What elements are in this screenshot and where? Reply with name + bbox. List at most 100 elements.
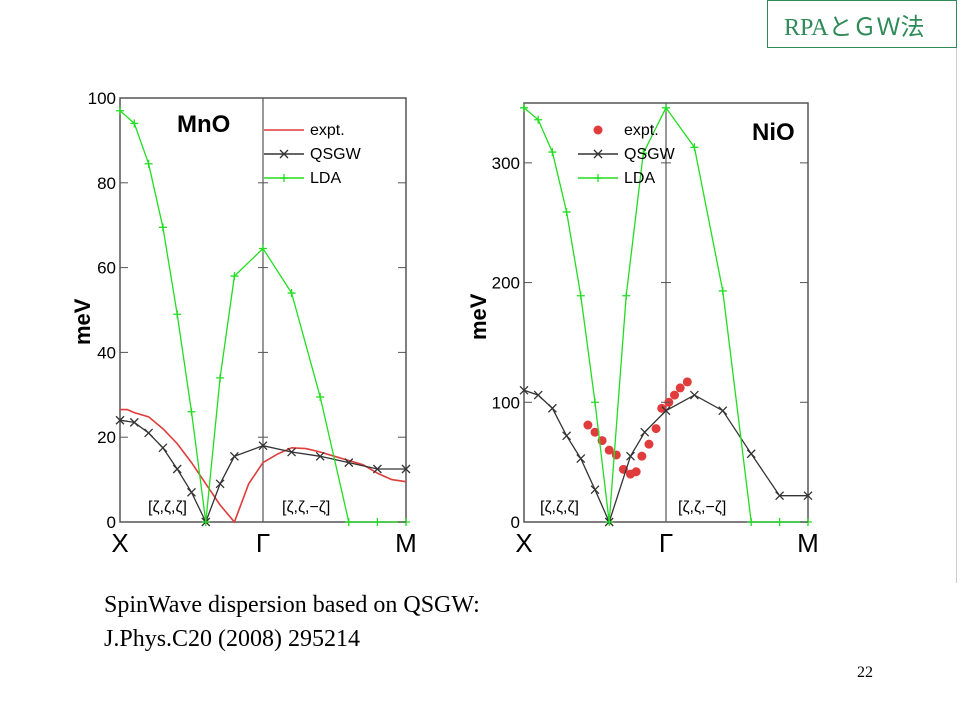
nio-expt-point: [583, 420, 593, 430]
nio-lda-point: [520, 103, 528, 112]
mno-lda-point: [144, 159, 153, 168]
nio-expt-point: [611, 450, 621, 460]
mno-ytick-label: 80: [97, 174, 116, 193]
mno-qsgw-point: [372, 464, 382, 474]
nio-legend-label: LDA: [624, 170, 655, 187]
nio-expt-point: [670, 390, 680, 400]
nio-expt-point: [644, 439, 654, 449]
nio-legend-marker: [593, 149, 603, 159]
mno-lda-point: [373, 518, 382, 526]
mno-qsgw-point: [344, 458, 354, 468]
mno-lda-point: [158, 223, 167, 232]
slide-title: RPAとＧＷ法: [784, 14, 925, 41]
mno-legend-marker: [279, 149, 289, 159]
nio-qsgw-point: [590, 485, 600, 495]
mno-xtick-label: Γ: [256, 528, 270, 558]
nio-expt-point: [590, 427, 600, 437]
mno-qsgw-point: [187, 487, 196, 497]
mno-qsgw-point: [158, 443, 168, 453]
nio-lda-point: [591, 398, 599, 407]
nio-lda-point: [534, 115, 543, 124]
nio-lda-point: [690, 143, 699, 152]
mno-legend-marker: [280, 174, 288, 182]
nio-lda-point: [562, 207, 571, 216]
nio-lda-point: [605, 518, 614, 526]
mno-xtick-label: X: [111, 528, 128, 558]
figure-caption: SpinWave dispersion based on QSGW: J.Phy…: [104, 588, 480, 656]
mno-chart: MnO meV [ζ,ζ,ζ] [ζ,ζ,−ζ] X Γ M 0 20 40 60 80 10…: [70, 89, 417, 558]
nio-qsgw-point: [533, 390, 543, 400]
nio-lda-point: [548, 148, 557, 157]
mno-ytick-label: 60: [97, 259, 116, 278]
nio-qsgw-point: [775, 491, 785, 501]
nio-expt-point: [637, 451, 647, 461]
mno-lda-point: [173, 310, 182, 319]
nio-xtick-label: Γ: [659, 528, 673, 558]
caption-line-2: J.Phys.C20 (2008) 295214: [104, 626, 361, 652]
nio-lda-point: [622, 291, 631, 300]
nio-qsgw-point: [803, 491, 813, 501]
mno-legend-label: LDA: [310, 170, 341, 187]
nio-qsgw-point: [576, 454, 586, 464]
nio-qsgw-point: [519, 385, 529, 395]
mno-ytick-label: 0: [107, 513, 116, 532]
nio-xtick-label: X: [515, 528, 532, 558]
mno-qsgw-point: [144, 428, 154, 438]
slide-title-box: RPAとＧＷ法: [767, 0, 957, 48]
mno-lda-point: [116, 106, 124, 115]
mno-series-line-expt: [120, 408, 407, 524]
mno-ytick-label: 20: [97, 428, 116, 447]
nio-direction-label-2: [ζ,ζ,−ζ]: [678, 499, 726, 516]
nio-legend-swatch-expt: [593, 125, 603, 135]
nio-y-axis-label: meV: [468, 293, 491, 340]
nio-legend-label: expt.: [624, 122, 659, 139]
page-number: 22: [857, 664, 873, 681]
nio-qsgw-point: [746, 449, 756, 459]
nio-qsgw-point: [718, 406, 728, 416]
nio-ytick-label: 100: [492, 393, 520, 412]
mno-legend-label: QSGW: [310, 146, 362, 163]
nio-qsgw-point: [562, 431, 572, 441]
mno-xtick-label: M: [395, 528, 417, 558]
mno-qsgw-point: [401, 464, 411, 474]
mno-lda-point: [201, 518, 210, 526]
nio-ytick-label: 0: [511, 513, 520, 532]
nio-qsgw-point: [547, 403, 557, 413]
nio-direction-label-1: [ζ,ζ,ζ]: [540, 499, 579, 516]
nio-legend-label: QSGW: [624, 146, 676, 163]
nio-lda-point: [576, 291, 585, 300]
mno-qsgw-point: [115, 415, 125, 425]
mno-chart-title: MnO: [177, 111, 230, 138]
nio-qsgw-point: [640, 427, 650, 437]
nio-expt-point: [657, 403, 667, 413]
mno-lda-point: [344, 518, 353, 526]
mno-qsgw-point: [315, 451, 325, 461]
nio-lda-point: [775, 518, 784, 526]
mno-lda-point: [316, 392, 325, 401]
mno-direction-label-1: [ζ,ζ,ζ]: [148, 499, 187, 516]
nio-expt-point: [604, 445, 614, 455]
nio-lda-point: [639, 149, 648, 158]
mno-qsgw-point: [215, 479, 225, 489]
mno-ytick-label: 40: [97, 343, 116, 362]
mno-qsgw-point: [172, 464, 182, 474]
mno-y-axis-label: meV: [70, 298, 95, 345]
mno-ytick-label: 100: [88, 89, 116, 108]
nio-lda-point: [747, 518, 756, 526]
nio-qsgw-point: [661, 406, 671, 416]
mno-lda-point: [259, 244, 267, 253]
mno-legend-label: expt.: [310, 122, 345, 139]
mno-qsgw-point: [287, 447, 297, 457]
nio-expt-point: [682, 377, 692, 387]
nio-qsgw-point: [626, 451, 635, 461]
caption-line-1: SpinWave dispersion based on QSGW:: [104, 592, 480, 618]
nio-expt-point: [631, 467, 641, 477]
mno-lda-point: [230, 272, 239, 281]
nio-qsgw-point: [689, 390, 699, 400]
nio-xtick-label: M: [797, 528, 819, 558]
nio-lda-point: [662, 103, 670, 112]
nio-legend-marker: [594, 174, 602, 182]
mno-qsgw-point: [129, 417, 139, 427]
nio-chart-title: NiO: [752, 119, 795, 146]
